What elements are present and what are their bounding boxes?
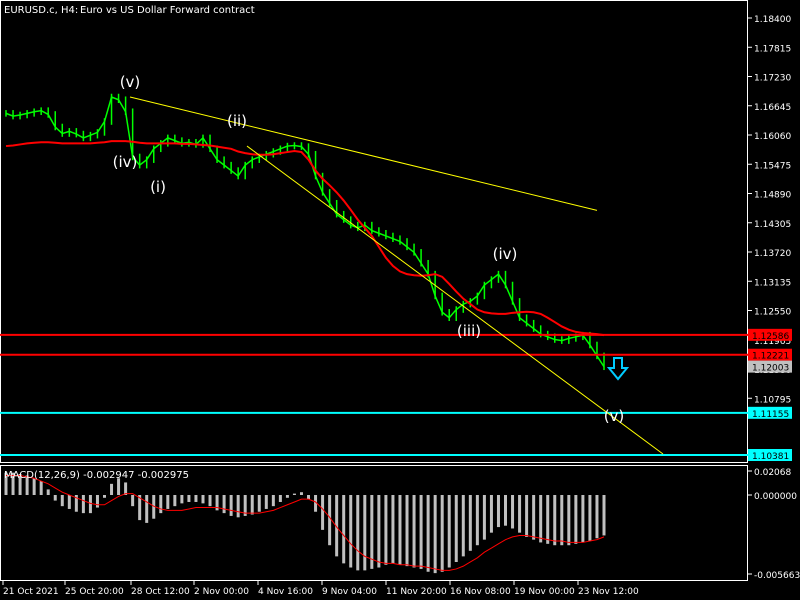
price-tick-label: 1.14305 bbox=[754, 220, 791, 230]
price-badge-label: 1.11155 bbox=[752, 410, 789, 420]
macd-label: MACD(12,26,9) -0.002947 -0.002975 bbox=[4, 470, 189, 481]
wave-label: (i) bbox=[150, 178, 166, 196]
price-tick-label: 1.12550 bbox=[754, 308, 791, 318]
time-tick-label: 11 Nov 20:00 bbox=[386, 587, 447, 597]
macd-tick-label: 0.02068 bbox=[754, 468, 791, 478]
price-tick-label: 1.15475 bbox=[754, 161, 791, 171]
wave-label: (iii) bbox=[457, 322, 481, 340]
price-panel-frame bbox=[0, 0, 748, 463]
price-badge bbox=[748, 406, 792, 419]
wave-label: (v) bbox=[604, 407, 625, 425]
axes: 1.18400 1.17815 1.17230 1.16645 1.16060 1.154… bbox=[2, 15, 800, 597]
price-tick-label: 1.16060 bbox=[754, 132, 791, 142]
price-badge bbox=[748, 449, 792, 461]
price-badge bbox=[748, 348, 792, 361]
price-panel[interactable] bbox=[5, 93, 605, 371]
time-tick-label: 16 Nov 08:00 bbox=[450, 587, 511, 597]
price-tick-label: 1.14890 bbox=[754, 191, 791, 201]
macd-signal-line bbox=[6, 474, 605, 571]
price-tick-label: 1.18400 bbox=[754, 15, 791, 25]
price-badge-label: 1.12003 bbox=[752, 364, 789, 374]
price-badge-label: 1.12586 bbox=[752, 332, 789, 342]
time-tick-label: 28 Oct 12:00 bbox=[131, 587, 190, 597]
lower-trendline[interactable] bbox=[246, 145, 664, 455]
wave-label: (iv) bbox=[113, 153, 138, 171]
wave-label: (iv) bbox=[493, 245, 518, 263]
price-tick-label: 1.13135 bbox=[754, 278, 791, 288]
macd-tick-label: -0.005663 bbox=[754, 571, 800, 581]
price-badge bbox=[748, 328, 792, 341]
time-tick-label: 23 Nov 12:00 bbox=[578, 587, 639, 597]
symbol-description: Euro vs US Dollar Forward contract bbox=[80, 5, 255, 16]
analysis-overlay: (v) (iv) (i) (ii) (iii) (iv) (v) bbox=[0, 73, 748, 456]
wave-label: (ii) bbox=[227, 112, 247, 130]
price-tick-label: 1.17815 bbox=[754, 44, 791, 54]
price-badge-label: 1.12221 bbox=[752, 352, 789, 362]
upper-trendline[interactable] bbox=[129, 96, 598, 211]
price-badge bbox=[748, 360, 792, 373]
price-tick-label: 1.17230 bbox=[754, 74, 791, 84]
macd-panel[interactable] bbox=[4, 472, 606, 574]
time-tick-label: 25 Oct 20:00 bbox=[65, 587, 124, 597]
time-tick-label: 4 Nov 16:00 bbox=[258, 587, 313, 597]
time-tick-label: 19 Nov 00:00 bbox=[514, 587, 575, 597]
time-tick-label: 9 Nov 04:00 bbox=[322, 587, 377, 597]
macd-panel-frame bbox=[0, 465, 748, 581]
price-tick-label: 1.11965 bbox=[754, 337, 791, 347]
price-line bbox=[5, 96, 605, 368]
macd-tick-label: 0.000000 bbox=[754, 492, 797, 502]
price-tick-label: 1.13720 bbox=[754, 249, 791, 259]
down-arrow-icon[interactable] bbox=[606, 357, 630, 381]
price-tick-label: 1.16645 bbox=[754, 103, 791, 113]
price-badge-label: 1.10381 bbox=[752, 452, 789, 462]
time-tick-label: 2 Nov 00:00 bbox=[194, 587, 249, 597]
moving-average-line bbox=[5, 140, 605, 337]
time-tick-label: 21 Oct 2021 bbox=[3, 587, 59, 597]
price-tick-label: 1.10795 bbox=[754, 395, 791, 405]
wave-label: (v) bbox=[120, 73, 141, 91]
symbol-label: EURUSD.c, H4: bbox=[4, 5, 78, 16]
